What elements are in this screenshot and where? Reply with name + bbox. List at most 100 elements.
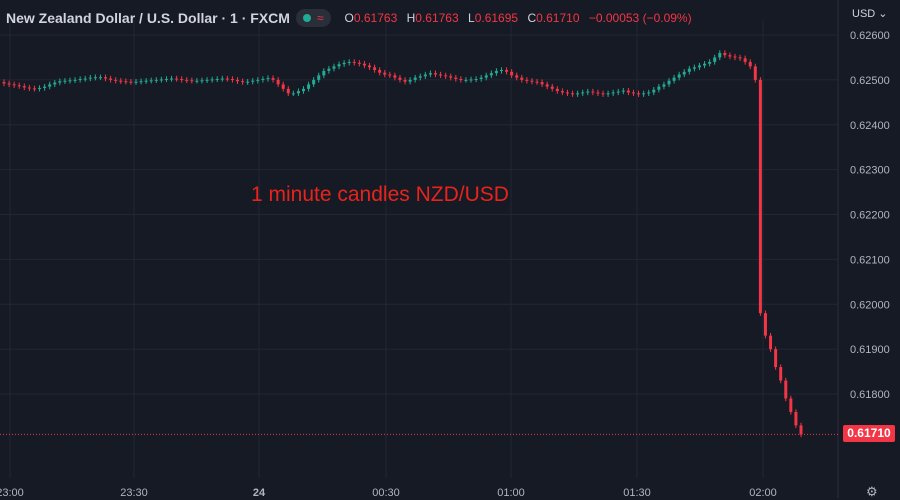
candle-body (164, 78, 168, 80)
candle-body (190, 80, 194, 82)
candle-body (459, 78, 463, 80)
x-tick-label: 01:30 (623, 487, 651, 498)
candle-body (43, 86, 47, 88)
chart-annotation: 1 minute candles NZD/USD (251, 183, 509, 206)
candle-body (469, 79, 473, 81)
candle-body (687, 68, 691, 72)
candle-body (642, 93, 646, 95)
candle-body (423, 74, 427, 77)
candle-body (738, 57, 742, 59)
currency-selector[interactable]: USD ⌄ (852, 8, 888, 20)
candle-body (175, 78, 179, 80)
candle-body (449, 76, 453, 78)
candle-body (83, 78, 87, 80)
candle-body (38, 87, 42, 89)
candle-body (68, 80, 72, 82)
candle-body (180, 78, 184, 80)
candle-body (525, 79, 529, 81)
candle-body (728, 55, 732, 57)
candle-body (388, 74, 392, 76)
candle-body (413, 77, 417, 80)
close-value: 0.61710 (536, 11, 580, 25)
candle-body (667, 80, 671, 85)
candle-body (444, 75, 448, 77)
candle-body (428, 73, 432, 75)
candle-body (616, 91, 620, 93)
candle-body (408, 79, 412, 82)
candle-body (286, 88, 290, 94)
open-label: O (344, 11, 354, 25)
wave-icon: ≈ (316, 11, 324, 25)
candle-body (368, 65, 372, 68)
candle-body (266, 78, 270, 80)
x-tick-label: 23:00 (0, 487, 24, 498)
candle-body (302, 88, 306, 92)
candle-body (109, 78, 113, 80)
candle-body (637, 93, 641, 95)
gear-icon[interactable]: ⚙ (866, 484, 878, 499)
y-tick-label: 0.62400 (850, 120, 890, 132)
candle-body (114, 79, 118, 81)
ohlc-values: O0.61763 H0.61763 L0.61695 C0.61710 −0.0… (345, 11, 698, 25)
candle-body (210, 79, 214, 81)
open-value: 0.61763 (353, 11, 398, 25)
candle-body (510, 71, 514, 76)
candle-body (545, 84, 549, 87)
x-tick-label: 23:30 (120, 487, 148, 498)
candle-body (154, 79, 158, 81)
candle-body (352, 61, 356, 63)
green-dot-icon (302, 14, 311, 22)
chart-legend: New Zealand Dollar / U.S. Dollar · 1 · F… (6, 9, 698, 27)
candle-body (697, 65, 701, 68)
candle-body (708, 61, 712, 64)
candle-body (753, 66, 757, 80)
candle-body (596, 92, 600, 94)
candle-body (499, 70, 503, 72)
candle-body (22, 86, 26, 88)
candle-body (48, 84, 52, 87)
change-value: −0.00053 (−0.09%) (588, 11, 692, 25)
candle-body (763, 313, 767, 336)
candle-body (322, 70, 326, 76)
y-tick-label: 0.61800 (850, 389, 890, 401)
y-tick-label: 0.61900 (850, 344, 890, 356)
candle-body (134, 81, 138, 83)
candle-body (124, 81, 128, 83)
candle-body (657, 86, 661, 90)
candle-body (758, 79, 762, 314)
candle-body (357, 62, 361, 64)
low-label: L (468, 11, 475, 25)
status-pill[interactable]: ≈ (295, 9, 331, 27)
candle-body (733, 56, 737, 58)
candle-body (713, 57, 717, 62)
y-tick-label: 0.62000 (850, 299, 890, 311)
candle-body (494, 70, 498, 74)
candle-body (591, 91, 595, 93)
candle-body (474, 78, 478, 80)
candle-body (271, 78, 275, 80)
candle-body (403, 79, 407, 82)
x-tick-label: 01:00 (497, 487, 525, 498)
candle-body (565, 92, 569, 94)
candle-body (256, 79, 260, 81)
candle-body (393, 75, 397, 78)
high-label: H (406, 11, 416, 25)
candle-body (291, 93, 295, 95)
candle-body (799, 425, 803, 435)
candle-body (703, 63, 707, 66)
symbol-title[interactable]: New Zealand Dollar / U.S. Dollar · 1 · F… (6, 10, 290, 26)
candle-body (139, 81, 143, 83)
candle-body (73, 79, 77, 81)
candle-body (200, 80, 204, 82)
candle-body (454, 77, 458, 79)
candle-body (17, 85, 21, 87)
candle-body (251, 80, 255, 82)
candle-body (144, 80, 148, 82)
candle-body (418, 76, 422, 78)
y-tick-label: 0.62600 (850, 30, 890, 42)
candle-body (281, 84, 285, 89)
candle-body (129, 81, 133, 83)
candle-body (78, 78, 82, 80)
candle-body (672, 77, 676, 81)
